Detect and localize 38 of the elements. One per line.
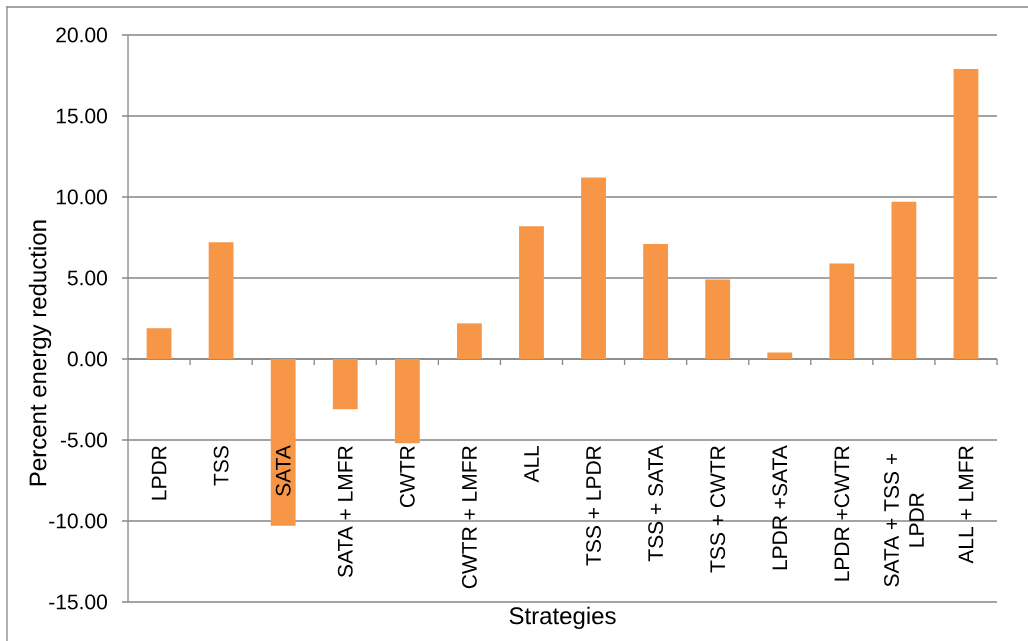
bar [519, 226, 544, 359]
y-axis-title: Percent energy reduction [28, 220, 52, 486]
x-tick-label: ALL + LMFR [958, 446, 974, 564]
x-tick-label: LPDR +CWTR [834, 446, 850, 581]
bar [643, 243, 669, 359]
y-tick-label: 20.00 [56, 27, 107, 43]
x-tick-label: CWTR + LMFR [461, 446, 477, 589]
x-tick-label: SATA + TSS + LPDR [884, 453, 924, 587]
bar [953, 69, 979, 359]
bar [891, 201, 917, 359]
x-tick-label: TSS + SATA [648, 445, 664, 562]
x-tick-label: TSS [213, 446, 229, 486]
y-tick-label: -10.00 [49, 513, 107, 529]
y-tick-label: -15.00 [49, 594, 107, 610]
bar [829, 263, 855, 359]
x-tick-label: SATA + LMFR [337, 446, 353, 578]
bar [270, 358, 296, 526]
bar [456, 323, 482, 359]
bar [705, 279, 731, 359]
x-tick-label: TSS + LPDR [586, 446, 601, 566]
y-tick-label: 0.00 [67, 351, 107, 367]
x-tick-label: TSS + CWTR [710, 446, 726, 573]
x-tick-label: LPDR +SATA [772, 445, 788, 570]
bar [332, 358, 358, 410]
x-tick-label: CWTR [399, 446, 415, 508]
y-tick-label: -5.00 [60, 432, 107, 448]
bar [767, 352, 793, 359]
x-tick-label: ALL [524, 445, 539, 483]
y-tick-label: 5.00 [67, 270, 107, 286]
bar [581, 177, 606, 359]
bar [146, 328, 172, 359]
y-tick-label: 10.00 [56, 189, 107, 205]
x-axis-title: Strategies [509, 606, 616, 630]
y-tick-label: 15.00 [56, 108, 107, 124]
bar [394, 358, 420, 444]
x-tick-label: LPDR [151, 446, 167, 500]
bar [208, 242, 234, 359]
x-tick-label: SATA [275, 445, 291, 496]
